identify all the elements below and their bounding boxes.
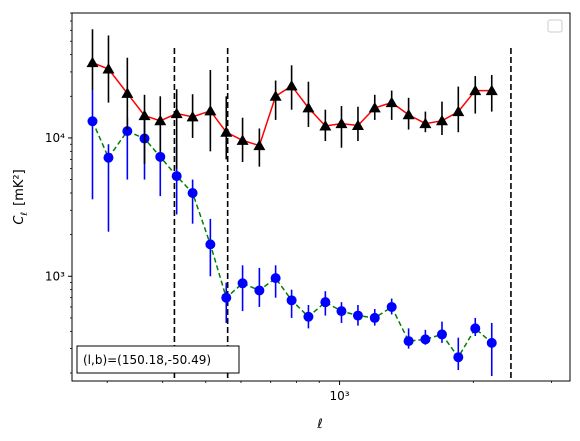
data-point [369, 312, 380, 323]
data-point [403, 336, 414, 347]
data-point [170, 107, 183, 119]
data-point [335, 117, 348, 129]
data-point [269, 90, 282, 101]
data-point [420, 334, 431, 345]
data-point [205, 239, 216, 250]
data-point [154, 114, 167, 126]
data-point [470, 323, 481, 334]
data-point [155, 151, 166, 162]
data-point [138, 109, 151, 121]
data-point [204, 104, 217, 116]
annotation-box [76, 345, 240, 374]
data-point [220, 126, 233, 137]
data-point [86, 56, 99, 68]
y-axis-label: Cℓ [mK²] [12, 169, 30, 224]
y-axis-label-unit: [mK²] [12, 169, 27, 206]
data-point [435, 114, 448, 126]
data-point [402, 108, 415, 120]
data-point [452, 105, 465, 117]
series-0 [86, 29, 498, 169]
x-axis-label: ℓ [316, 417, 322, 432]
data-point [270, 273, 281, 284]
data-point [102, 62, 115, 74]
data-point [486, 337, 497, 348]
vertical-lines [173, 48, 512, 381]
data-point [236, 134, 249, 145]
data-point [254, 285, 265, 296]
data-point [253, 139, 266, 151]
data-point [187, 187, 198, 198]
data-point [285, 79, 298, 91]
data-point [121, 87, 134, 98]
data-point [485, 84, 498, 96]
data-point [302, 101, 315, 113]
data-point [122, 126, 133, 137]
plot-frame [71, 12, 571, 382]
data-point [386, 301, 397, 312]
y-axis-label-sub: ℓ [20, 212, 30, 217]
svg-text:Cℓ[mK²]: Cℓ [mK²] [12, 169, 30, 224]
annotation: (l,b)=(150.18,-50.49) [76, 345, 240, 374]
data-point [319, 119, 332, 131]
x-tick-label: 10³ [330, 389, 350, 403]
data-point [419, 117, 432, 129]
y-axis-label-main: C [12, 215, 27, 225]
data-point [469, 84, 482, 96]
data-point [221, 292, 232, 303]
data-point [103, 152, 114, 163]
data-point [237, 278, 248, 289]
data-point [320, 297, 331, 308]
plot-area [72, 13, 570, 381]
data-point [453, 352, 464, 363]
data-point [352, 310, 363, 321]
data-point [186, 110, 199, 122]
series-1 [87, 90, 497, 377]
annotation-text: (l,b)=(150.18,-50.49) [83, 353, 211, 367]
data-point [368, 101, 381, 113]
y-tick-label: 10³ [45, 269, 65, 283]
data-point [351, 119, 364, 130]
data-point [385, 96, 398, 108]
data-point [87, 116, 98, 127]
y-tick-label: 10⁴ [45, 131, 65, 145]
data-point [171, 171, 182, 182]
data-point [303, 311, 314, 322]
data-point [286, 295, 297, 306]
legend-box [547, 19, 563, 33]
series-layer [86, 29, 498, 377]
data-point [336, 306, 347, 317]
data-point [436, 329, 447, 340]
